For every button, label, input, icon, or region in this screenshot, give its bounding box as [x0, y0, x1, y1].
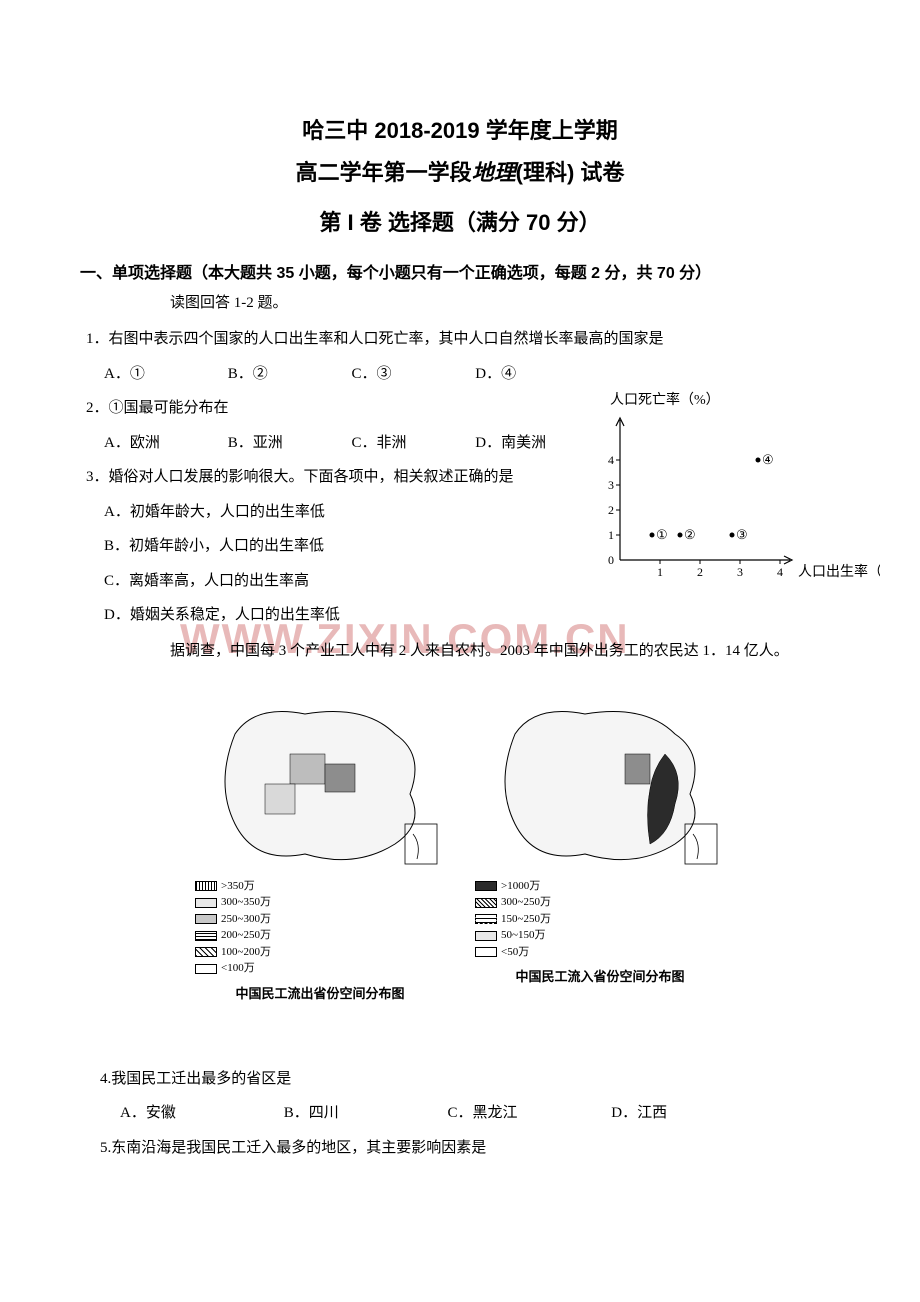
- map-left-legend: >350万 300~350万 250~300万 200~250万 100~200…: [195, 878, 445, 977]
- map-right-caption: 中国民工流入省份空间分布图: [475, 966, 725, 985]
- q3-stem: 3．婚俗对人口发展的影响很大。下面各项中，相关叙述正确的是: [86, 460, 840, 495]
- q2-options: A．欧洲 B．亚洲 C．非洲 D．南美洲: [104, 426, 840, 461]
- q5-stem: 5.东南沿海是我国民工迁入最多的地区，其主要影响因素是: [100, 1131, 840, 1166]
- q4-optA: A．安徽: [120, 1096, 280, 1131]
- intro1: 读图回答 1-2 题。: [170, 291, 840, 312]
- map-right: >1000万 300~250万 150~250万 50~150万 <50万 中国…: [475, 694, 725, 1002]
- header-line1: 哈三中 2018-2019 学年度上学期: [80, 110, 840, 152]
- header-line2c: (理科) 试卷: [516, 160, 625, 185]
- q1-optA: A．①: [104, 357, 224, 392]
- section-header: 一、单项选择题（本大题共 35 小题，每个小题只有一个正确选项，每题 2 分，共…: [80, 259, 840, 283]
- q2-stem: 2．①国最可能分布在: [86, 391, 840, 426]
- q1-optB: B．②: [228, 357, 348, 392]
- q2-optA: A．欧洲: [104, 426, 224, 461]
- q2-optB: B．亚洲: [228, 426, 348, 461]
- maps-row: >350万 300~350万 250~300万 200~250万 100~200…: [80, 694, 840, 1002]
- map-right-legend: >1000万 300~250万 150~250万 50~150万 <50万: [475, 878, 725, 961]
- q1-optC: C．③: [352, 357, 472, 392]
- q4-options: A．安徽 B．四川 C．黑龙江 D．江西: [120, 1096, 840, 1131]
- q4-optC: C．黑龙江: [448, 1096, 608, 1131]
- map-left: >350万 300~350万 250~300万 200~250万 100~200…: [195, 694, 445, 1002]
- q3-optB: B．初婚年龄小，人口的出生率低: [104, 529, 840, 564]
- q3-optA: A．初婚年龄大，人口的出生率低: [104, 495, 840, 530]
- map-left-caption: 中国民工流出省份空间分布图: [195, 983, 445, 1002]
- q1-options: A．① B．② C．③ D．④: [104, 357, 840, 392]
- q1-stem: 1．右图中表示四个国家的人口出生率和人口死亡率，其中人口自然增长率最高的国家是: [86, 322, 840, 357]
- q4-optB: B．四川: [284, 1096, 444, 1131]
- header-line2a: 高二学年第一学段: [296, 160, 472, 185]
- q2-optD: D．南美洲: [475, 426, 595, 461]
- q3-optD: D．婚姻关系稳定，人口的出生率低: [104, 598, 840, 633]
- q4-optD: D．江西: [611, 1096, 771, 1131]
- q3-optC: C．离婚率高，人口的出生率高: [104, 564, 840, 599]
- q4-stem: 4.我国民工迁出最多的省区是: [100, 1062, 840, 1097]
- q1-optD: D．④: [475, 357, 595, 392]
- header-line2b: 地理: [472, 160, 516, 185]
- header-line3: 第 I 卷 选择题（满分 70 分）: [80, 202, 840, 244]
- header-line2: 高二学年第一学段地理(理科) 试卷: [80, 152, 840, 194]
- q2-optC: C．非洲: [352, 426, 472, 461]
- intro2: 据调查，中国每 3 个产业工人中有 2 人来自农村。2003 年中国外出务工的农…: [170, 639, 840, 660]
